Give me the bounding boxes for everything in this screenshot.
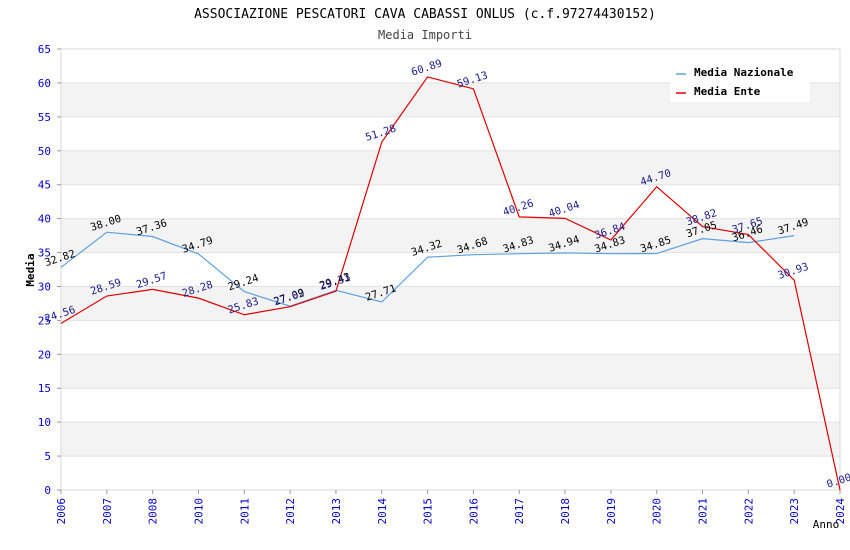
x-tick-label: 2020 (651, 498, 664, 525)
grid-band (61, 218, 840, 253)
grid-band (61, 150, 840, 185)
y-tick-label: 25 (38, 314, 51, 327)
chart-subtitle: Media Importi (378, 28, 472, 42)
legend-label: Media Nazionale (694, 66, 794, 79)
chart-title: ASSOCIAZIONE PESCATORI CAVA CABASSI ONLU… (194, 7, 656, 22)
grid-band (61, 252, 840, 287)
x-tick-label: 2013 (330, 498, 343, 525)
grid-band (61, 116, 840, 151)
y-axis-title: Media (24, 253, 37, 286)
legend-label: Media Ente (694, 85, 761, 98)
x-tick-label: 2021 (697, 498, 710, 525)
series-line-media-nazionale (60, 231, 795, 307)
x-tick-label: 2006 (55, 498, 68, 525)
y-tick-label: 15 (38, 382, 51, 395)
y-tick-label: 65 (38, 43, 51, 56)
y-tick-label: 60 (38, 77, 51, 90)
x-tick-label: 2016 (467, 498, 480, 525)
x-tick-label: 2014 (376, 498, 389, 525)
series-line-media-ente (60, 76, 841, 491)
x-axis-title: Anno (813, 518, 840, 531)
x-tick-label: 2011 (238, 498, 251, 525)
y-tick-label: 10 (38, 416, 51, 429)
x-tick-label: 2018 (559, 498, 572, 525)
y-tick-label: 5 (44, 450, 51, 463)
grid-band (61, 184, 840, 219)
grid-band (61, 422, 840, 457)
x-tick-label: 2010 (192, 498, 205, 525)
x-tick-label: 2007 (101, 498, 114, 525)
y-tick-label: 40 (38, 213, 51, 226)
plot-area (60, 48, 841, 491)
grid-band (61, 354, 840, 389)
y-tick-label: 30 (38, 280, 51, 293)
x-tick-label: 2023 (788, 498, 801, 525)
x-tick-label: 2017 (513, 498, 526, 525)
x-tick-label: 2022 (742, 498, 755, 525)
grid-band (61, 456, 840, 490)
y-tick-label: 0 (44, 484, 51, 497)
legend-box (670, 60, 810, 102)
x-tick-label: 2019 (605, 498, 618, 525)
x-tick-label: 2012 (284, 498, 297, 525)
grid-band (61, 286, 840, 321)
x-tick-label: 2008 (147, 498, 160, 525)
y-tick-label: 35 (38, 247, 51, 260)
grid-band (61, 388, 840, 423)
y-tick-label: 50 (38, 145, 51, 158)
y-tick-label: 45 (38, 179, 51, 192)
y-tick-label: 20 (38, 348, 51, 361)
grid-band (61, 320, 840, 355)
x-tick-label: 2015 (422, 498, 435, 525)
x-tick-label: 2024 (834, 498, 847, 525)
y-tick-label: 55 (38, 111, 51, 124)
